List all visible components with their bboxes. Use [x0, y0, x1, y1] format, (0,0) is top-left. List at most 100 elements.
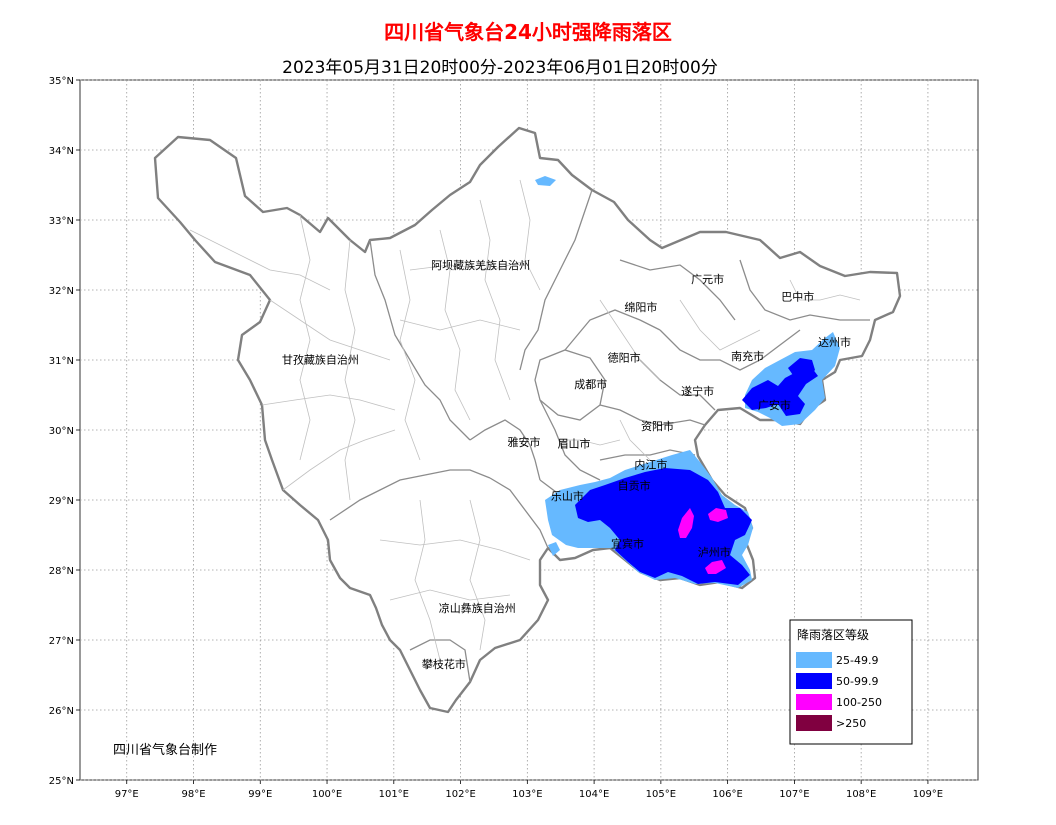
prefecture-borders [329, 189, 870, 683]
lat-tick-label: 26°N [49, 706, 74, 717]
county-border [282, 429, 396, 491]
city-label: 成都市 [574, 377, 607, 391]
rain-zone-light-songpan [535, 176, 556, 186]
city-label: 自贡市 [618, 479, 651, 493]
county-border [519, 179, 541, 291]
bazhong-border [739, 259, 870, 321]
city-label: 凉山彝族自治州 [439, 601, 516, 615]
city-label: 德阳市 [608, 350, 641, 364]
lat-tick-label: 29°N [49, 496, 74, 507]
lon-tick-label: 104°E [579, 789, 609, 800]
rain-zone-severe-luzhou-east [708, 508, 728, 522]
lon-tick-label: 99°E [248, 789, 272, 800]
lon-tick-label: 106°E [712, 789, 742, 800]
legend-swatch [796, 694, 832, 710]
rainfall-layer [535, 176, 840, 588]
county-border [599, 299, 661, 381]
city-label: 雅安市 [507, 435, 540, 449]
city-label: 达州市 [818, 335, 851, 349]
panzhihua-border [409, 639, 471, 683]
county-border [299, 214, 311, 461]
mianyang-deyang-border [564, 309, 661, 351]
meishan-border [539, 399, 601, 481]
lon-tick-label: 101°E [379, 789, 409, 800]
legend-title: 降雨落区等级 [797, 628, 869, 642]
county-border [389, 589, 511, 601]
county-border [269, 299, 391, 361]
lon-tick-label: 100°E [312, 789, 342, 800]
county-border [560, 439, 621, 446]
county-border [261, 394, 396, 411]
legend-swatch [796, 652, 832, 668]
county-border [189, 229, 331, 291]
lon-tick-label: 102°E [445, 789, 475, 800]
county-border [399, 249, 421, 461]
lat-tick-label: 34°N [49, 146, 74, 157]
city-label: 攀枝花市 [422, 657, 466, 671]
lat-tick-label: 30°N [49, 426, 74, 437]
county-border [344, 239, 356, 501]
legend-label: 25-49.9 [836, 654, 878, 667]
county-border [789, 279, 861, 301]
rain-zone-severe-luzhou-west [678, 508, 694, 538]
lon-tick-label: 109°E [913, 789, 943, 800]
legend-label: 50-99.9 [836, 675, 878, 688]
county-border [679, 299, 761, 351]
rain-zone-heavy-guangan [742, 368, 818, 416]
rain-zone-heavy-dazhou [788, 358, 815, 380]
city-label: 绵阳市 [624, 300, 657, 314]
county-border [469, 499, 486, 651]
lat-tick-label: 31°N [49, 356, 74, 367]
lat-tick-label: 27°N [49, 636, 74, 647]
lat-tick-label: 25°N [49, 776, 74, 787]
liangshan-east-border [489, 477, 549, 549]
city-label: 广元市 [691, 272, 724, 286]
city-label: 巴中市 [781, 290, 814, 304]
city-label: 南充市 [731, 349, 764, 363]
county-borders [189, 179, 861, 661]
yaan-border [469, 419, 541, 481]
map-title: 四川省气象台24小时强降雨落区 [384, 20, 672, 44]
county-border [439, 229, 471, 421]
lon-tick-label: 103°E [512, 789, 542, 800]
ganzi-liangshan-border [329, 469, 491, 521]
city-label: 眉山市 [558, 437, 591, 451]
city-label: 内江市 [634, 458, 667, 472]
lat-tick-label: 33°N [49, 216, 74, 227]
county-border [409, 259, 531, 271]
ziyang-border [599, 404, 706, 426]
lon-tick-label: 97°E [115, 789, 139, 800]
city-label: 阿坝藏族羌族自治州 [431, 258, 530, 272]
county-border [479, 199, 511, 401]
county-border [399, 319, 521, 331]
county-border [379, 539, 531, 561]
lon-tick-label: 108°E [846, 789, 876, 800]
credit-label: 四川省气象台制作 [113, 742, 217, 758]
lon-tick-label: 107°E [779, 789, 809, 800]
legend-swatch [796, 715, 832, 731]
city-label: 广安市 [758, 398, 791, 412]
aba-ganzi-border [369, 239, 471, 441]
lat-tick-label: 28°N [49, 566, 74, 577]
city-label: 甘孜藏族自治州 [282, 353, 359, 367]
neijiang-border [599, 449, 696, 461]
lat-tick-label: 35°N [49, 76, 74, 87]
rain-zone-heavy-south [575, 468, 752, 585]
city-label: 泸州市 [698, 545, 731, 559]
lat-tick-label: 32°N [49, 286, 74, 297]
nanchong-border [659, 329, 801, 371]
legend: 降雨落区等级 25-49.9 50-99.9 100-250 >250 [789, 619, 913, 745]
city-label: 宜宾市 [611, 537, 644, 551]
lon-tick-label: 105°E [646, 789, 676, 800]
lon-tick-label: 98°E [181, 789, 205, 800]
city-label: 乐山市 [551, 489, 584, 503]
rain-zone-light-pingshan [548, 542, 560, 556]
aba-mianyang-border [519, 189, 593, 371]
county-border [414, 499, 441, 661]
city-label: 遂宁市 [681, 384, 714, 398]
chengdu-ring [534, 349, 606, 421]
legend-items: 25-49.9 50-99.9 100-250 >250 [796, 652, 882, 731]
guangyuan-border [619, 259, 736, 321]
